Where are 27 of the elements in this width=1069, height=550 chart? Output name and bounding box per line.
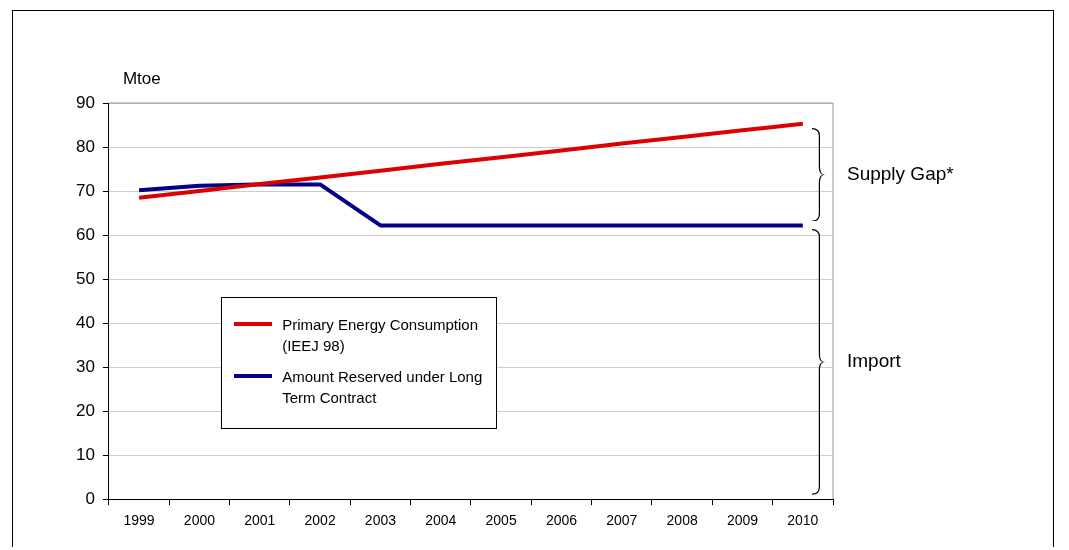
y-tick-label: 80: [75, 136, 95, 156]
x-tick-label: 2003: [364, 512, 397, 529]
x-tick-label: 2007: [606, 512, 638, 529]
y-axis-title: Mtoe: [122, 69, 161, 89]
x-tick-label: 2000: [183, 512, 216, 529]
y-tick-label: 90: [75, 92, 95, 112]
y-tick-label: 20: [75, 400, 95, 420]
x-tick-label: 2010: [787, 512, 819, 529]
x-tick-label: 2009: [726, 512, 759, 529]
y-tick-label: 30: [75, 356, 95, 376]
y-tick-label: 50: [75, 268, 95, 288]
legend-label: Primary Energy Consumption (IEEJ 98): [282, 315, 480, 357]
x-tick-label: 2004: [425, 512, 457, 529]
y-tick-label: 40: [75, 312, 95, 332]
y-tick-label: 70: [75, 180, 95, 200]
y-tick-label: 0: [85, 488, 95, 508]
text: Import: [847, 350, 901, 373]
legend-label: Amount Reserved under Long Term Contract: [282, 367, 484, 409]
x-tick-label: 1999: [123, 512, 155, 529]
x-tick-label: 2001: [244, 512, 276, 529]
x-tick-label: 2008: [666, 512, 698, 529]
x-tick-label: 2005: [485, 512, 517, 529]
x-tick-label: 2006: [545, 512, 578, 529]
text: Supply Gap*: [847, 162, 954, 185]
y-tick-label: 60: [75, 224, 95, 244]
x-tick-label: 2002: [304, 512, 336, 529]
y-tick-label: 10: [75, 444, 95, 464]
